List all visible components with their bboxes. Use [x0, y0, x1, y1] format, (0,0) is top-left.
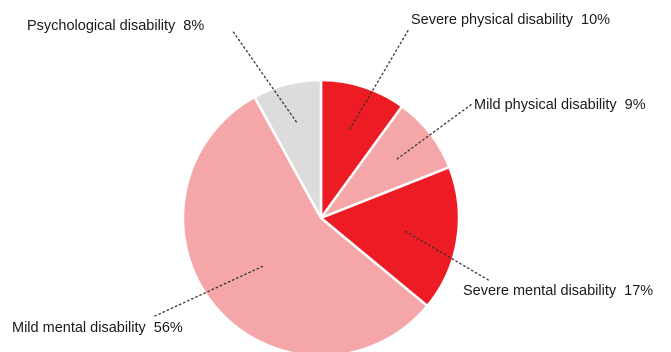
- slice-value-text: 10%: [581, 12, 610, 28]
- slice-label-text: Severe physical disability: [411, 12, 574, 28]
- slice-value-text: 8%: [183, 18, 204, 34]
- label-severe-mental-disability: Severe mental disability 17%: [463, 283, 653, 299]
- slice-value-text: 56%: [154, 320, 183, 336]
- slice-severe-physical-disability: [319, 78, 404, 220]
- slice-label-text: Mild mental disability: [12, 320, 147, 336]
- leader-line-severe-physical-disability: [349, 28, 410, 130]
- slice-label-text: Mild physical disability: [474, 97, 617, 113]
- slice-severe-mental-disability: [319, 165, 461, 308]
- slice-value-text: 17%: [624, 283, 653, 299]
- label-psychological-disability: Psychological disability 8%: [27, 18, 204, 34]
- label-mild-mental-disability: Mild mental disability 56%: [12, 320, 183, 336]
- label-mild-physical-disability: Mild physical disability 9%: [474, 97, 646, 113]
- leader-line-severe-mental-disability: [404, 230, 491, 282]
- slice-labels: Severe physical disability 10% Mild physic…: [12, 12, 653, 336]
- slice-mild-mental-disability: [181, 95, 429, 352]
- leader-lines: [154, 28, 491, 317]
- leader-line-mild-physical-disability: [396, 103, 473, 160]
- slice-label-text: Severe mental disability: [463, 283, 617, 299]
- pie-slices: [181, 78, 461, 352]
- label-severe-physical-disability: Severe physical disability 10%: [411, 12, 610, 28]
- leader-line-mild-mental-disability: [154, 265, 264, 317]
- slice-label-text: Psychological disability: [27, 18, 176, 34]
- leader-line-psychological-disability: [231, 29, 297, 123]
- slice-value-text: 9%: [625, 97, 646, 113]
- slice-psychological-disability: [253, 78, 323, 220]
